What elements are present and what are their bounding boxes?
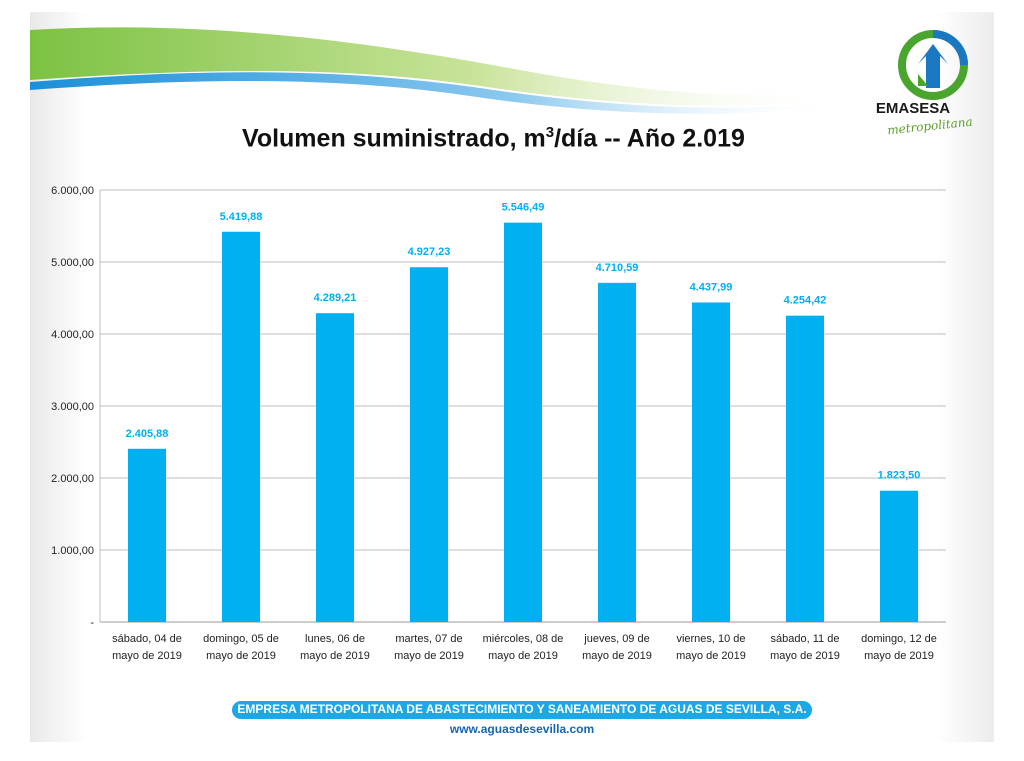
data-label: 4.710,59 (596, 262, 639, 274)
x-tick-label: mayo de 2019 (582, 650, 652, 662)
x-tick-label: mayo de 2019 (676, 650, 746, 662)
bar (128, 448, 166, 622)
x-tick-label: sábado, 04 de (112, 633, 182, 645)
data-label: 4.437,99 (690, 281, 733, 293)
x-tick-label: sábado, 11 de (771, 633, 840, 645)
data-label: 5.546,49 (502, 202, 545, 214)
data-label: 4.927,23 (408, 246, 451, 258)
x-tick-label: mayo de 2019 (300, 650, 370, 662)
x-tick-label: mayo de 2019 (488, 650, 558, 662)
x-tick-label: domingo, 12 de (861, 633, 937, 645)
y-tick-label: 2.000,00 (51, 473, 94, 485)
x-tick-label: martes, 07 de (395, 633, 462, 645)
y-tick-label: 6.000,00 (51, 185, 94, 197)
footer-banner (232, 701, 812, 719)
bar (316, 313, 354, 622)
y-tick-label: 5.000,00 (51, 257, 94, 269)
data-label: 4.289,21 (314, 292, 357, 304)
x-tick-label: jueves, 09 de (583, 633, 649, 645)
data-label: 5.419,88 (220, 211, 263, 223)
y-tick-label: 3.000,00 (51, 401, 94, 413)
footer-company-name: EMPRESA METROPOLITANA DE ABASTECIMIENTO … (237, 702, 807, 716)
data-label: 1.823,50 (878, 470, 921, 482)
x-tick-label: mayo de 2019 (770, 650, 840, 662)
x-tick-label: mayo de 2019 (394, 650, 464, 662)
y-tick-label: 4.000,00 (51, 329, 94, 341)
x-tick-label: viernes, 10 de (676, 633, 745, 645)
emasesa-water-arrows-icon (898, 30, 968, 100)
bar (598, 282, 636, 622)
bar (222, 231, 260, 622)
data-label: 2.405,88 (126, 428, 169, 440)
logo-name: EMASESA (875, 100, 951, 117)
x-tick-label: lunes, 06 de (305, 633, 365, 645)
x-tick-label: mayo de 2019 (206, 650, 276, 662)
bar-chart: - 1.000,00 2.000,00 3.000,00 4.000,00 5.000,0… (51, 185, 946, 662)
y-tick-label: 1.000,00 (51, 545, 94, 557)
bar (410, 267, 448, 622)
x-tick-label: miércoles, 08 de (483, 633, 564, 645)
x-tick-label: domingo, 05 de (203, 633, 279, 645)
y-tick-label: - (90, 617, 94, 629)
bar (504, 222, 542, 623)
x-tick-label: mayo de 2019 (864, 650, 934, 662)
bar (692, 302, 730, 622)
bar (786, 315, 824, 622)
x-tick-label: mayo de 2019 (112, 650, 182, 662)
header-swoosh-decoration (30, 27, 840, 114)
data-label: 4.254,42 (784, 295, 827, 307)
bar (880, 490, 918, 622)
chart-title: Volumen suministrado, m3/día -- Año 2.01… (242, 124, 745, 153)
footer-website-link[interactable]: www.aguasdesevilla.com (449, 722, 595, 736)
